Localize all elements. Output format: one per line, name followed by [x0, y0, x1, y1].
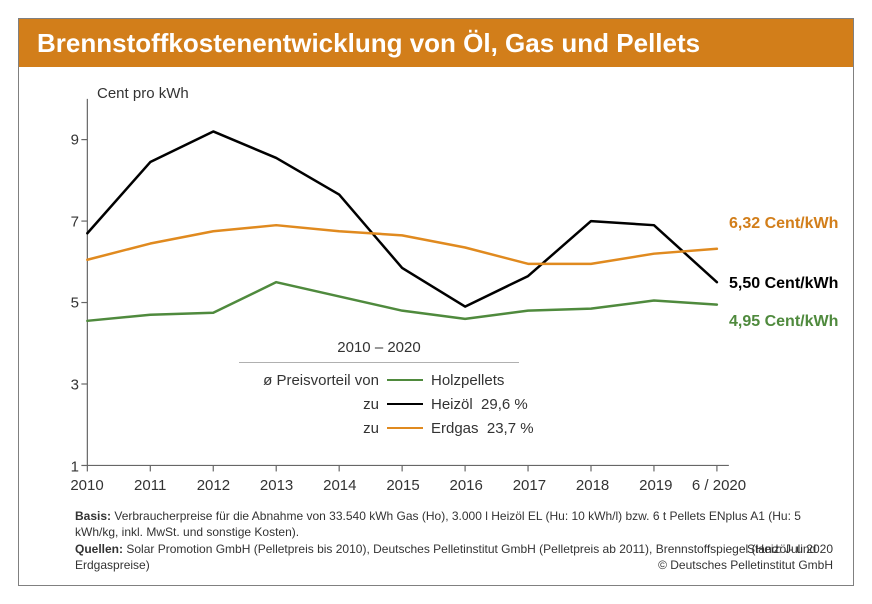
footer-stand: Stand: Juli 2020: [658, 541, 833, 557]
legend-swatch-heizoel: [387, 403, 423, 406]
x-tick-label: 2016: [450, 477, 483, 494]
footer-copyright: © Deutsches Pelletinstitut GmbH: [658, 557, 833, 573]
legend-swatch-pellets: [387, 379, 423, 382]
legend: 2010 – 2020 ø Preisvorteil von Holzpelle…: [199, 335, 559, 440]
legend-swatch-erdgas: [387, 427, 423, 430]
series-end-label: 6,32 Cent/kWh: [729, 215, 838, 233]
y-tick-label: 7: [49, 213, 79, 230]
footer-basis: Basis: Verbraucherpreise für die Abnahme…: [75, 508, 833, 540]
x-tick-label: 2014: [323, 477, 356, 494]
title-bar: Brennstoffkostenentwicklung von Öl, Gas …: [19, 19, 853, 67]
y-tick-label: 3: [49, 377, 79, 394]
series-end-label: 5,50 Cent/kWh: [729, 275, 838, 293]
legend-pct-heizoel: 29,6 %: [481, 396, 528, 413]
footer: Basis: Verbraucherpreise für die Abnahme…: [75, 508, 833, 573]
legend-pct-erdgas: 23,7 %: [487, 420, 534, 437]
legend-row-3: zu Erdgas 23,7 %: [199, 416, 559, 440]
legend-prefix: ø Preisvorteil von: [263, 372, 379, 389]
footer-quellen-label: Quellen:: [75, 542, 123, 556]
x-tick-label: 2011: [134, 477, 166, 494]
legend-divider: [239, 362, 519, 363]
x-tick-label: 2017: [513, 477, 546, 494]
x-tick-label: 2013: [260, 477, 293, 494]
y-tick-label: 1: [49, 459, 79, 476]
legend-zu-1: zu: [363, 396, 379, 413]
footer-right: Stand: Juli 2020 © Deutsches Pelletinsti…: [658, 541, 833, 573]
x-tick-label: 2010: [70, 477, 103, 494]
legend-label-heizoel: Heizöl: [431, 396, 473, 413]
series-end-label: 4,95 Cent/kWh: [729, 313, 838, 331]
x-tick-label: 2019: [639, 477, 672, 494]
x-tick-label: 2012: [197, 477, 230, 494]
y-tick-label: 5: [49, 295, 79, 312]
y-tick-label: 9: [49, 131, 79, 148]
legend-label-pellets: Holzpellets: [431, 372, 559, 389]
legend-row-2: zu Heizöl 29,6 %: [199, 392, 559, 416]
legend-zu-2: zu: [363, 420, 379, 437]
x-tick-label: 2015: [386, 477, 419, 494]
x-tick-label: 6 / 2020: [692, 477, 746, 494]
footer-basis-text: Verbraucherpreise für die Abnahme von 33…: [75, 509, 801, 539]
chart-area: Cent pro kWh 2010 – 2020 ø Preisvorteil …: [19, 67, 853, 585]
chart-frame: Brennstoffkostenentwicklung von Öl, Gas …: [18, 18, 854, 586]
legend-label-erdgas: Erdgas: [431, 420, 479, 437]
chart-title: Brennstoffkostenentwicklung von Öl, Gas …: [37, 28, 700, 59]
legend-period: 2010 – 2020: [199, 335, 559, 359]
footer-basis-label: Basis:: [75, 509, 111, 523]
legend-period-text: 2010 – 2020: [337, 339, 420, 356]
legend-row-1: ø Preisvorteil von Holzpellets: [199, 368, 559, 392]
x-tick-label: 2018: [576, 477, 609, 494]
